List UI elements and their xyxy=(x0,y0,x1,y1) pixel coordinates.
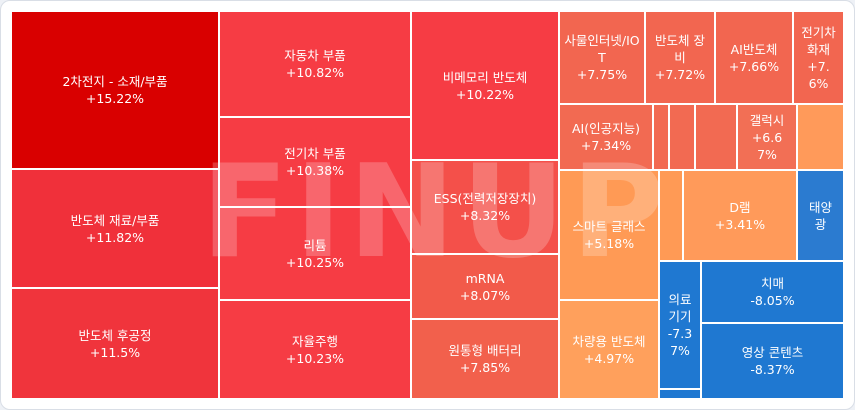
tile-name: ESS(전력저장장치) xyxy=(433,191,537,206)
tile-change: +10.23% xyxy=(285,350,345,366)
treemap-tile[interactable]: mRNA +8.07% xyxy=(411,254,559,319)
treemap-tile[interactable]: 반도체 장비 +7.72% xyxy=(645,11,715,104)
tile-name: 반도체 재료/부품 xyxy=(70,212,160,228)
treemap-tile[interactable]: AI(인공지능) +7.34% xyxy=(559,104,653,170)
treemap-tile[interactable]: 태양광 xyxy=(797,170,844,261)
treemap-tile[interactable]: 2차전지 - 소재/부품 +15.22% xyxy=(11,11,219,169)
tile-change: +15.22% xyxy=(85,91,145,106)
tile-change: +10.25% xyxy=(285,254,345,270)
tile-name: 리튬 xyxy=(303,237,327,253)
treemap-tile[interactable] xyxy=(797,104,844,170)
treemap-tile[interactable]: ESS(전력저장장치) +8.32% xyxy=(411,160,559,254)
tile-name: 반도체 후공정 xyxy=(78,327,152,343)
treemap-tile[interactable]: 사물인터넷/IOT +7.75% xyxy=(559,11,645,104)
tile-name: 반도체 장비 xyxy=(655,33,705,65)
tile-change: +11.82% xyxy=(85,229,145,245)
tile-change: +10.82% xyxy=(285,65,345,80)
tile-change: +7.72% xyxy=(654,67,706,82)
tile-change: +10.22% xyxy=(455,86,515,102)
tile-name: AI(인공지능) xyxy=(572,121,640,136)
tile-name: mRNA xyxy=(465,270,505,286)
tile-name: 태양광 xyxy=(808,199,832,232)
treemap-tile[interactable]: 반도체 후공정 +11.5% xyxy=(11,288,219,399)
treemap-tile[interactable] xyxy=(659,170,683,261)
tile-change: +8.07% xyxy=(459,287,511,303)
tile-change: +3.41% xyxy=(714,216,766,232)
treemap-tile[interactable]: 비메모리 반도체 +10.22% xyxy=(411,11,559,160)
treemap-tile[interactable]: 스마트 글래스 +5.18% xyxy=(559,170,659,300)
tile-change: +7.75% xyxy=(576,67,628,82)
tile-name: 사물인터넷/IOT xyxy=(564,33,640,65)
tile-change: +8.32% xyxy=(459,208,511,223)
treemap-tile[interactable] xyxy=(659,389,701,399)
tile-name: 치매 xyxy=(760,276,784,291)
tile-name: 전기차 화재 xyxy=(801,24,836,57)
tile-change: +5.18% xyxy=(583,236,635,251)
tile-change: +7.66% xyxy=(728,58,780,74)
treemap-tile[interactable]: 전기차 화재 +7.6% xyxy=(793,11,844,104)
treemap-tile[interactable]: 자율주행 +10.23% xyxy=(219,300,411,399)
tile-name: AI반도체 xyxy=(730,41,778,57)
treemap-tile[interactable]: 치매 -8.05% xyxy=(701,261,844,323)
treemap-tile[interactable] xyxy=(653,104,669,170)
tile-change: +6.67% xyxy=(751,129,783,162)
treemap-tile[interactable]: 리튬 +10.25% xyxy=(219,207,411,300)
tile-change: +7.34% xyxy=(580,138,632,153)
treemap-tile[interactable]: AI반도체 +7.66% xyxy=(715,11,793,104)
treemap-tile[interactable]: 차량용 반도체 +4.97% xyxy=(559,300,659,399)
tile-name: 2차전지 - 소재/부품 xyxy=(62,74,168,89)
tile-change: +7.85% xyxy=(459,360,511,375)
treemap-tile[interactable]: 전기차 부품 +10.38% xyxy=(219,117,411,207)
treemap-tile[interactable] xyxy=(695,104,737,170)
tile-name: 의료기기 xyxy=(668,292,692,324)
tile-change: +11.5% xyxy=(89,344,141,360)
tile-name: 비메모리 반도체 xyxy=(442,69,528,85)
tile-name: 자동차 부품 xyxy=(284,48,346,63)
treemap-tile[interactable]: 반도체 재료/부품 +11.82% xyxy=(11,169,219,288)
tile-name: 스마트 글래스 xyxy=(572,219,646,234)
tile-name: 차량용 반도체 xyxy=(572,333,646,349)
treemap-tile[interactable]: 의료기기 -7.37% xyxy=(659,261,701,389)
tile-change: -7.37% xyxy=(667,326,693,358)
treemap-tile[interactable]: 영상 콘텐츠 -8.37% xyxy=(701,323,844,399)
tile-change: +4.97% xyxy=(583,350,635,366)
tile-name: D램 xyxy=(729,199,751,215)
treemap-tile[interactable]: 갤럭시 +6.67% xyxy=(737,104,797,170)
treemap-tile[interactable]: 자동차 부품 +10.82% xyxy=(219,11,411,117)
tile-name: 자율주행 xyxy=(291,333,338,349)
tile-name: 전기차 부품 xyxy=(284,146,346,161)
tile-change: -8.05% xyxy=(750,293,795,308)
tile-name: 원통형 배터리 xyxy=(448,343,522,358)
tile-name: 영상 콘텐츠 xyxy=(741,345,804,360)
treemap-tile[interactable] xyxy=(669,104,695,170)
treemap-tile[interactable]: D램 +3.41% xyxy=(683,170,797,261)
tile-change: -8.37% xyxy=(750,362,795,377)
tile-change: +10.38% xyxy=(285,163,345,178)
treemap-tile[interactable]: 원통형 배터리 +7.85% xyxy=(411,319,559,399)
tile-change: +7.6% xyxy=(807,58,830,91)
tile-name: 갤럭시 xyxy=(749,112,785,128)
